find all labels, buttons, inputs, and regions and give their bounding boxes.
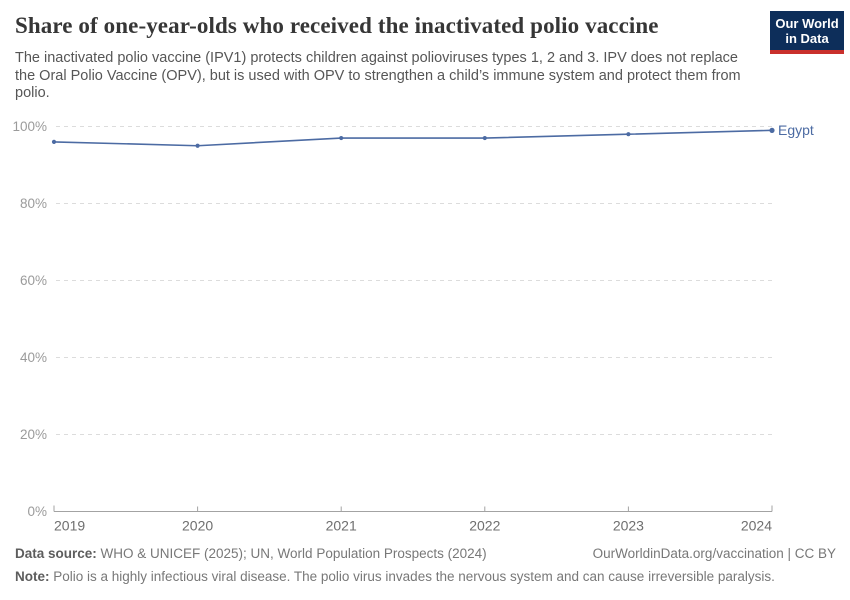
license-link[interactable]: OurWorldinData.org/vaccination | CC BY [592, 546, 836, 561]
data-source-text: Data source: WHO & UNICEF (2025); UN, Wo… [15, 546, 487, 561]
data-point[interactable] [626, 132, 631, 137]
data-point[interactable] [482, 135, 487, 141]
y-axis-tick-label: 20% [20, 427, 47, 442]
chart-subtitle: The inactivated polio vaccine (IPV1) pro… [15, 50, 741, 101]
chart-footer: Data source: WHO & UNICEF (2025); UN, Wo… [15, 545, 836, 586]
x-axis-tick-label: 2023 [613, 518, 644, 534]
y-axis-tick-label: 0% [27, 504, 47, 519]
y-axis-tick-label: 60% [20, 273, 47, 288]
note-label: Note: [15, 569, 50, 584]
y-axis-tick-label: 40% [20, 350, 47, 365]
y-axis-tick-label: 100% [12, 119, 47, 134]
series-end-label[interactable]: Egypt [778, 122, 814, 138]
x-axis-tick-label: 2021 [326, 518, 357, 534]
owid-logo-line2: in Data [785, 31, 829, 46]
data-point[interactable] [339, 135, 344, 141]
x-axis-tick-label: 2019 [54, 518, 85, 534]
page-title: Share of one-year-olds who received the … [15, 13, 659, 38]
series-line[interactable] [53, 129, 773, 147]
data-source-label: Data source: [15, 546, 97, 561]
chart-note: Note: Polio is a highly infectious viral… [15, 569, 775, 584]
x-axis-tick-label: 2020 [182, 518, 213, 534]
y-axis-tick-label: 80% [20, 196, 47, 211]
x-axis-tick-label: 2024 [741, 518, 772, 534]
data-point[interactable] [195, 143, 200, 148]
owid-logo[interactable]: Our World in Data [770, 11, 844, 54]
data-point[interactable] [51, 139, 57, 144]
data-point[interactable] [769, 127, 775, 133]
x-axis-tick-label: 2022 [469, 518, 500, 534]
owid-logo-line1: Our World [775, 16, 839, 31]
